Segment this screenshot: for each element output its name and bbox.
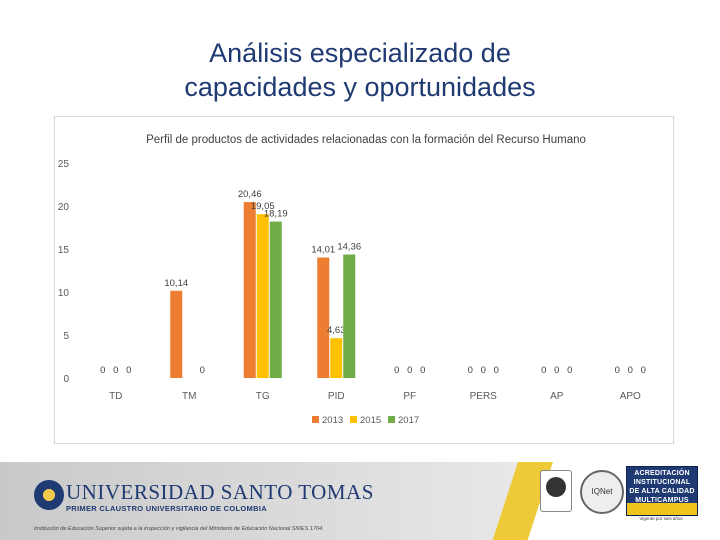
x-tick-label: PERS [470, 391, 498, 402]
y-tick-label: 15 [58, 245, 70, 256]
data-label: 0 [541, 365, 546, 376]
iqnet-certification-icon: IQNet [580, 470, 624, 514]
data-label: 0 [567, 365, 572, 376]
university-name: UNIVERSIDAD SANTO TOMAS [66, 480, 374, 504]
x-tick-label: PF [403, 391, 416, 402]
data-label: 18,19 [264, 209, 288, 220]
data-label: 19,05 [251, 201, 275, 212]
data-label: 0 [628, 365, 633, 376]
data-label: 0 [407, 365, 412, 376]
accreditation-note: Vigente por seis años [639, 516, 683, 521]
data-label: 0 [126, 365, 131, 376]
institution-note: Institución de Educación Superior sujeta… [34, 526, 324, 532]
iso-certification-icon [540, 470, 572, 512]
data-label: 0 [494, 365, 499, 376]
legend-label: 2015 [360, 415, 381, 426]
y-tick-label: 20 [58, 202, 70, 213]
data-label: 20,46 [238, 189, 262, 200]
accreditation-line: MULTICAMPUS [635, 497, 689, 504]
data-label: 0 [100, 365, 105, 376]
data-label: 0 [420, 365, 425, 376]
legend-swatch-2015 [350, 416, 357, 423]
accreditation-bar [627, 503, 697, 515]
chart-title: Perfil de productos de actividades relac… [146, 134, 586, 146]
accreditation-line: ACREDITACIÓN [634, 470, 690, 477]
data-label: 0 [615, 365, 620, 376]
y-tick-label: 10 [58, 288, 70, 299]
accreditation-badge: ACREDITACIÓN INSTITUCIONAL DE ALTA CALID… [626, 466, 698, 516]
legend-swatch-2013 [312, 416, 319, 423]
data-label: 0 [554, 365, 559, 376]
x-tick-label: TD [109, 391, 122, 402]
data-label: 14,01 [311, 245, 335, 256]
bar-2013-TG [243, 202, 256, 378]
legend-swatch-2017 [388, 416, 395, 423]
university-subtitle: PRIMER CLAUSTRO UNIVERSITARIO DE COLOMBI… [66, 504, 267, 513]
x-tick-label: TG [256, 391, 270, 402]
bar-2017-PID [343, 254, 356, 378]
slide-title: Análisis especializado de capacidades y … [0, 36, 720, 104]
y-tick-label: 0 [63, 374, 69, 385]
data-label: 0 [113, 365, 118, 376]
data-label: 0 [641, 365, 646, 376]
data-label: 0 [200, 365, 205, 376]
bar-chart: Perfil de productos de actividades relac… [58, 134, 646, 426]
bar-2017-TG [269, 221, 282, 378]
data-label: 14,36 [337, 242, 361, 253]
y-tick-label: 5 [63, 331, 69, 342]
data-label: 0 [481, 365, 486, 376]
chart-frame: Perfil de productos de actividades relac… [54, 116, 674, 444]
data-label: 0 [394, 365, 399, 376]
x-tick-label: AP [550, 391, 564, 402]
data-label: 0 [468, 365, 473, 376]
bar-2013-PID [317, 257, 330, 378]
bar-2013-TM [170, 290, 183, 378]
y-tick-label: 25 [58, 159, 70, 170]
data-label: 10,14 [164, 278, 188, 289]
university-seal-icon [34, 480, 64, 510]
slide-title-line1: Análisis especializado de [209, 38, 511, 68]
bar-2015-TG [256, 214, 269, 378]
x-tick-label: TM [182, 391, 196, 402]
legend-label: 2017 [398, 415, 419, 426]
x-tick-label: PID [328, 391, 345, 402]
x-tick-label: APO [620, 391, 641, 402]
accreditation-line: INSTITUCIONAL [633, 479, 691, 486]
bar-2015-PID [330, 338, 343, 378]
accreditation-line: DE ALTA CALIDAD [629, 488, 695, 495]
legend-label: 2013 [322, 415, 343, 426]
slide-title-line2: capacidades y oportunidades [184, 72, 536, 102]
data-label: 4,63 [327, 325, 346, 336]
